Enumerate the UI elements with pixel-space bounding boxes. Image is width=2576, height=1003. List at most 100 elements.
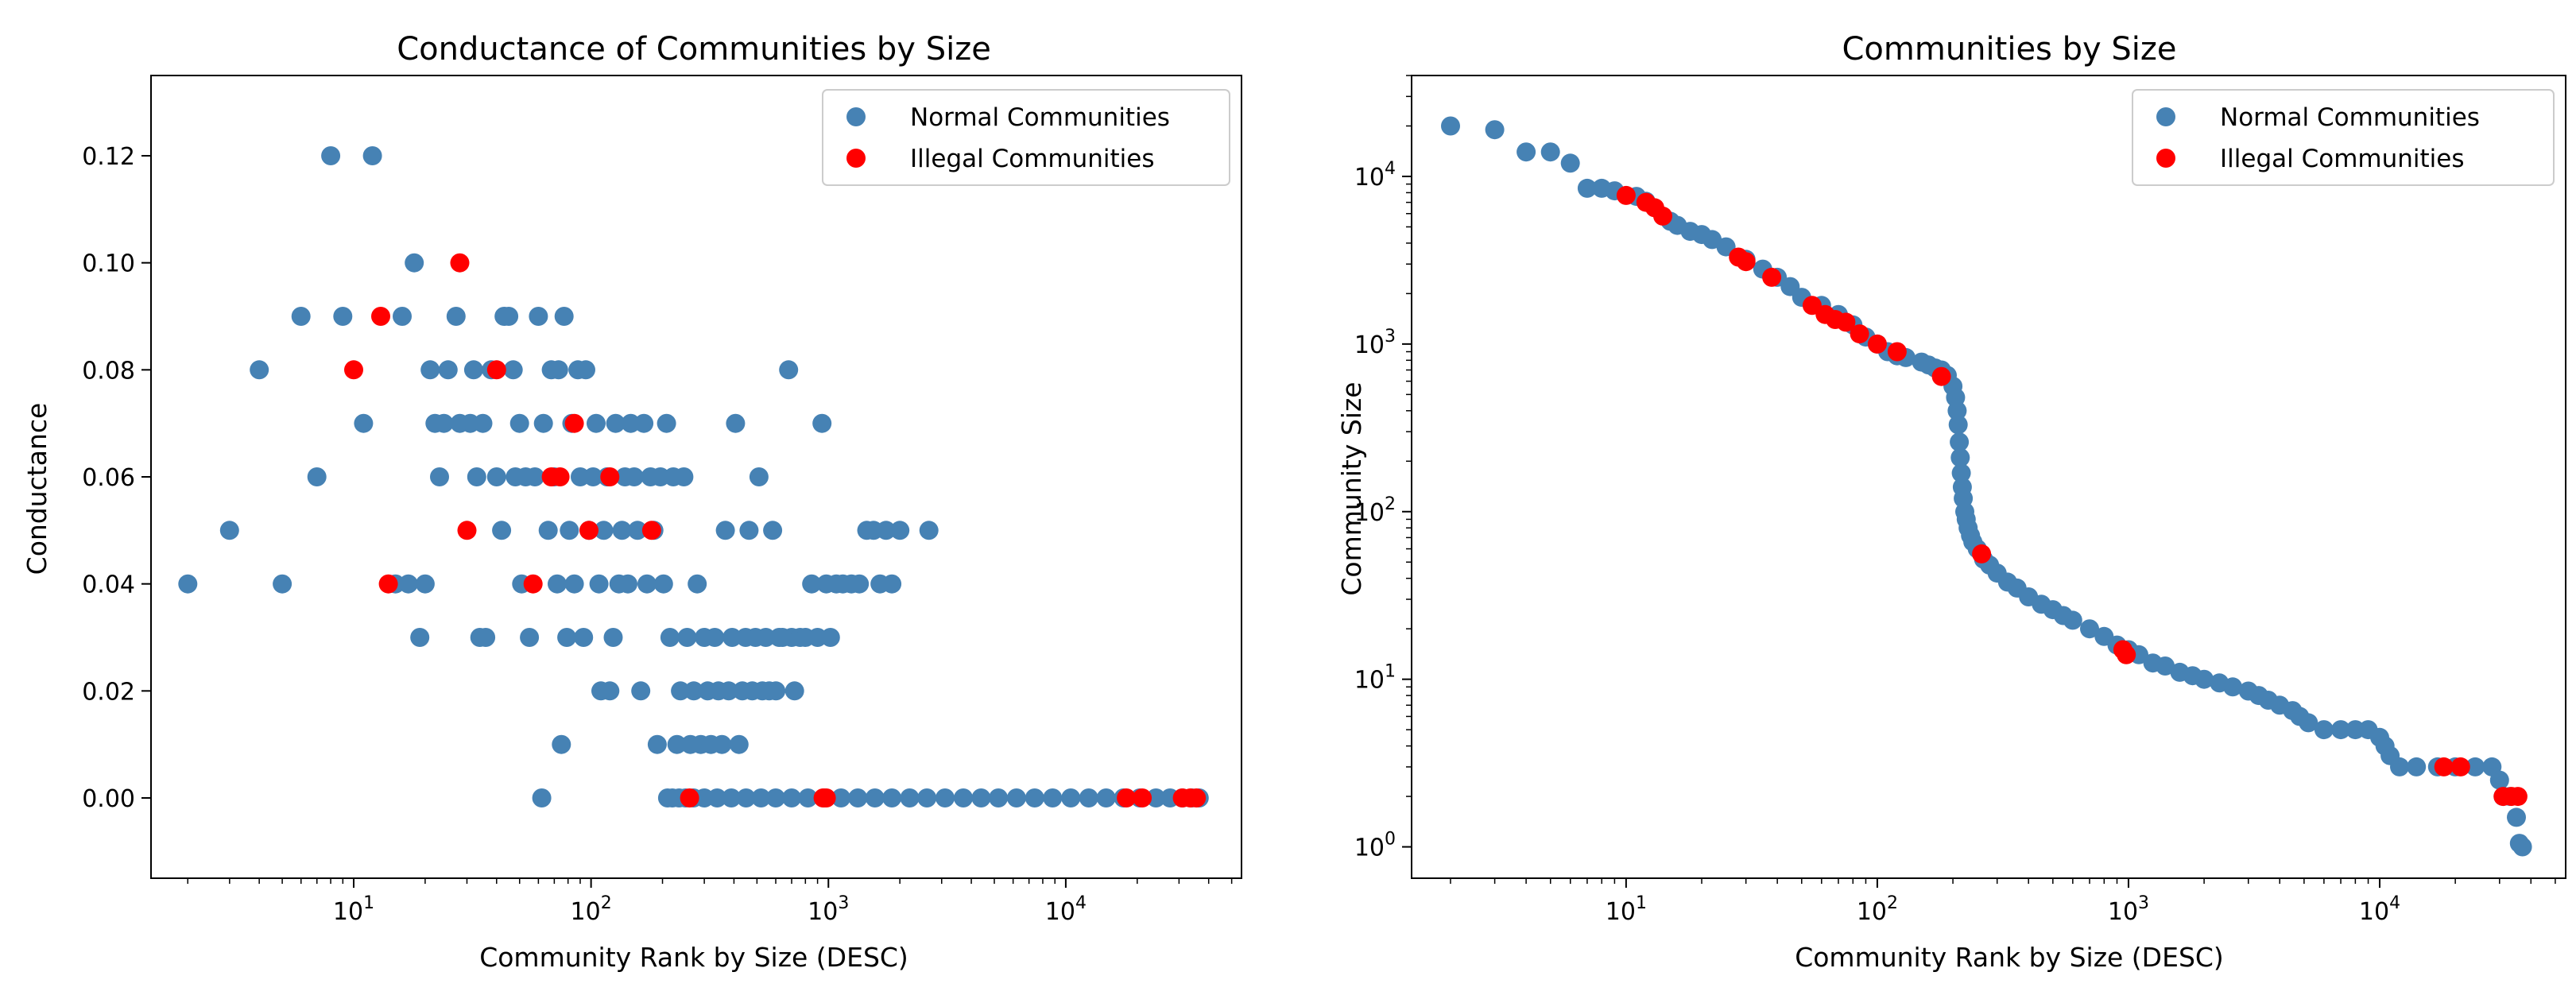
data-point (378, 574, 398, 594)
data-point (1950, 432, 1970, 452)
data-point (763, 521, 783, 540)
data-point (1079, 788, 1098, 807)
data-point (712, 734, 732, 754)
plot-marks (1441, 116, 2532, 857)
data-point (2156, 656, 2175, 676)
data-point (618, 574, 637, 594)
legend: Normal Communities Illegal Communities (822, 89, 1230, 186)
x-tick-label: 104 (2359, 893, 2400, 926)
data-point (1867, 334, 1887, 354)
data-point (756, 628, 776, 647)
data-point (634, 413, 654, 433)
data-point (486, 360, 506, 380)
data-point (1931, 366, 1951, 386)
data-point (1096, 788, 1116, 807)
data-point (1762, 267, 1782, 287)
x-tick-label: 102 (1857, 893, 1898, 926)
data-point (2450, 757, 2470, 776)
data-point (415, 574, 435, 594)
data-point (671, 681, 691, 701)
data-point (2299, 713, 2318, 733)
data-point (971, 788, 991, 807)
data-point (628, 521, 648, 540)
data-point (637, 574, 657, 594)
data-point (523, 574, 543, 594)
data-point (667, 734, 687, 754)
y-axis: 100 101 102 103 104 (1354, 75, 1412, 862)
data-point (520, 628, 540, 647)
legend-box (2132, 89, 2555, 186)
data-point (1560, 153, 1580, 173)
data-point (2080, 619, 2099, 639)
data-point (684, 681, 703, 701)
data-point (307, 467, 327, 486)
x-tick-label: 102 (571, 893, 612, 926)
data-point (784, 681, 804, 701)
data-point (900, 788, 920, 807)
data-point (583, 467, 603, 486)
data-point (722, 628, 742, 647)
data-point (548, 574, 567, 594)
data-point (529, 307, 548, 326)
data-point (552, 734, 571, 754)
data-point (1441, 116, 1460, 136)
data-point (574, 628, 594, 647)
data-point (631, 681, 651, 701)
y-tick-label: 100 (1354, 830, 1396, 862)
data-point (219, 521, 239, 540)
data-point (766, 788, 785, 807)
data-point (362, 146, 382, 165)
data-point (782, 788, 801, 807)
plot-area-frame (1411, 75, 2566, 879)
data-point (989, 788, 1009, 807)
data-point (707, 788, 727, 807)
data-point (344, 360, 363, 380)
data-point (273, 574, 292, 594)
data-point (492, 521, 512, 540)
y-axis-label: Conductance (21, 403, 52, 575)
y-axis: 0.00 0.02 0.04 0.06 0.08 0.10 0.12 (82, 143, 151, 813)
y-tick-label: 0.00 (82, 785, 135, 813)
conductance-chart: Conductance of Communities by Size Commu… (21, 31, 1242, 973)
data-point (1951, 463, 1971, 483)
data-point (1850, 324, 1869, 344)
x-tick-label: 103 (808, 893, 849, 926)
data-point (1616, 185, 1636, 205)
data-point (446, 307, 466, 326)
data-point (354, 413, 374, 433)
legend: Normal Communities Illegal Communities (2132, 89, 2555, 186)
data-point (779, 360, 799, 380)
data-point (420, 360, 440, 380)
y-tick-label: 0.04 (82, 571, 135, 599)
data-point (2466, 757, 2485, 776)
data-point (398, 574, 418, 594)
data-point (1133, 788, 1152, 807)
data-point (1950, 447, 1970, 467)
data-point (509, 413, 529, 433)
data-point (802, 574, 822, 594)
data-point (538, 521, 558, 540)
data-point (1061, 788, 1081, 807)
data-point (393, 307, 412, 326)
data-point (560, 521, 579, 540)
data-point (917, 788, 937, 807)
illegal-communities-series (1616, 185, 2528, 807)
data-point (587, 413, 606, 433)
data-point (660, 628, 680, 647)
data-point (532, 788, 552, 807)
x-axis-label: Community Rank by Size (DESC) (479, 942, 908, 973)
data-point (533, 413, 553, 433)
data-point (751, 788, 771, 807)
data-point (1948, 415, 1968, 435)
legend-marker (846, 107, 866, 126)
plot-marks (178, 146, 1209, 807)
data-point (321, 146, 341, 165)
data-point (719, 681, 738, 701)
data-point (1117, 788, 1137, 807)
data-point (816, 788, 836, 807)
data-point (457, 521, 477, 540)
data-point (705, 628, 725, 647)
y-tick-label: 0.08 (82, 357, 135, 385)
data-point (557, 628, 577, 647)
